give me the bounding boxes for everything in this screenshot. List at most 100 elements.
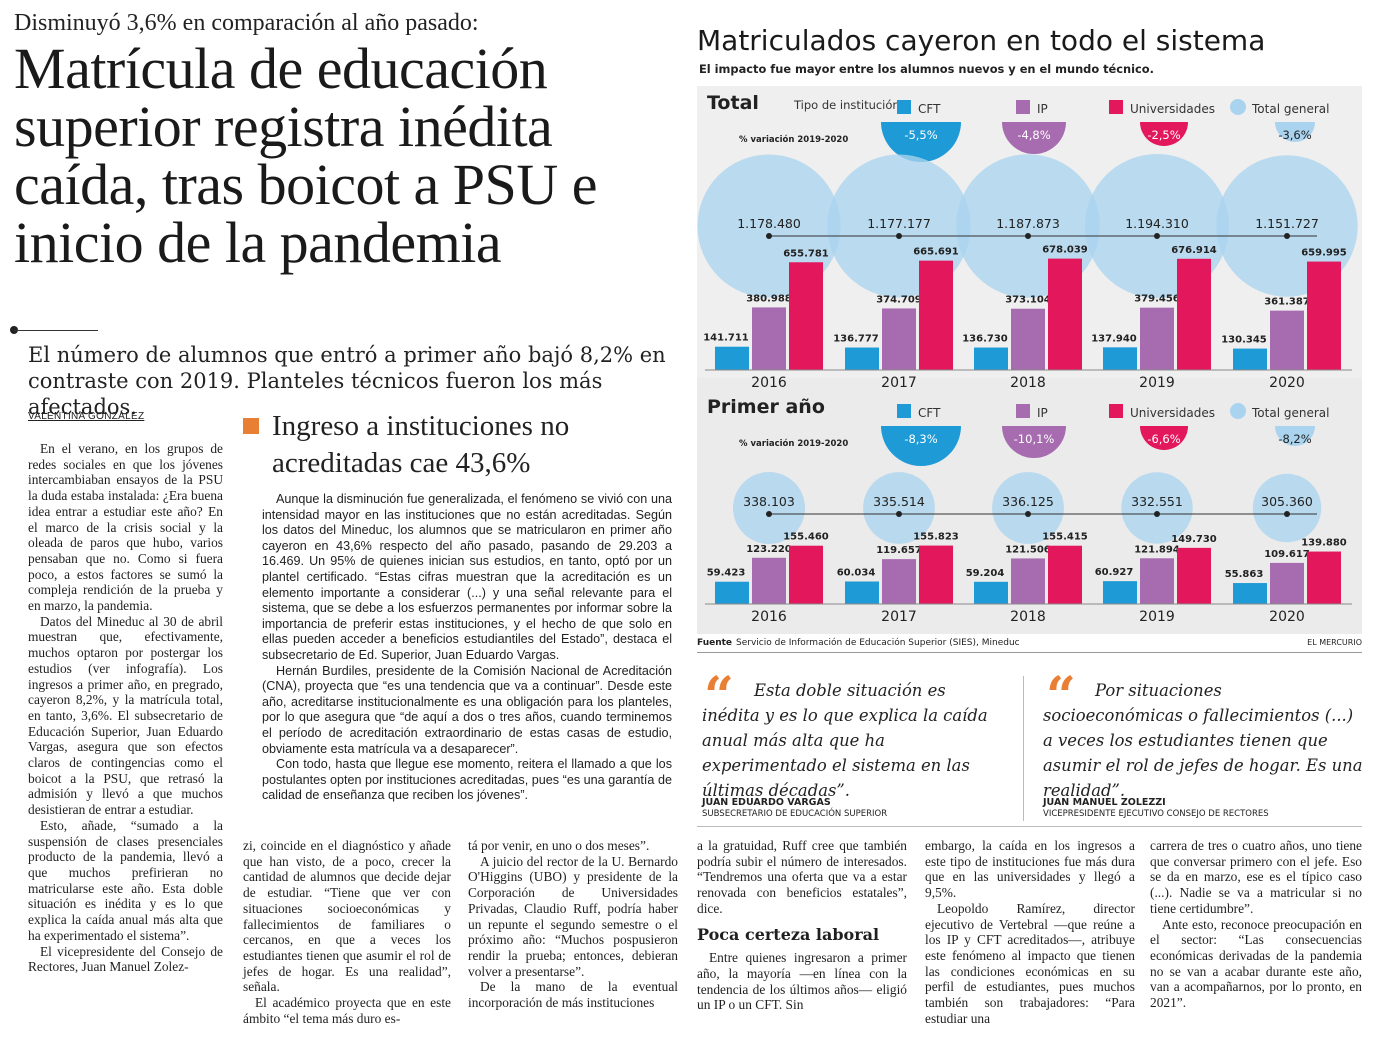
- bar-value-label: 155.823: [913, 532, 959, 543]
- bar: [1307, 551, 1341, 604]
- enrollment-chart: Total Tipo de institución CFT -5,5% IP -4,8% U…: [697, 86, 1362, 634]
- bar: [1011, 558, 1045, 604]
- bar-value-label: 155.415: [1042, 532, 1088, 543]
- bar-value-label: 60.927: [1095, 567, 1134, 578]
- total-value-label: 1.151.727: [1255, 216, 1319, 231]
- legend-swatch: [1016, 100, 1030, 114]
- bar-value-label: 139.880: [1301, 538, 1347, 549]
- paragraph: tá por venir, en uno o dos meses”.: [468, 838, 650, 853]
- bar-value-label: 676.914: [1171, 245, 1217, 256]
- bar: [1140, 558, 1174, 604]
- panel-title: Primer año: [707, 396, 825, 418]
- paragraph: El vicepresidente del Consejo de Rectore…: [28, 943, 223, 975]
- panel-title: Total: [707, 92, 759, 114]
- bar-value-label: 373.104: [1005, 295, 1051, 306]
- total-bubble: [992, 472, 1064, 544]
- bar-value-label: 155.460: [783, 532, 829, 543]
- total-value-label: 335.514: [873, 494, 925, 509]
- bar: [974, 581, 1008, 604]
- bar-value-label: 678.039: [1042, 245, 1088, 256]
- quote-text: Esta doble situación es inédita y es lo …: [702, 681, 988, 800]
- bar: [1270, 562, 1304, 604]
- total-value-label: 1.178.480: [737, 216, 801, 231]
- bar: [1048, 545, 1082, 604]
- paragraph: Aunque la disminución fue generalizada, …: [262, 492, 672, 662]
- variation-caption: % variación 2019-2020: [739, 438, 848, 449]
- bar-value-label: 109.617: [1264, 549, 1310, 560]
- bar: [1140, 307, 1174, 370]
- variation-label: -3,6%: [1278, 128, 1311, 142]
- body-column-1: En el verano, en los grupos de redes soc…: [28, 441, 223, 975]
- box-marker: [243, 418, 259, 434]
- bar-value-label: 121.894: [1134, 544, 1180, 555]
- variation-half-circle: [881, 426, 961, 466]
- legend-swatch: [1109, 100, 1123, 114]
- variation-label: -6,6%: [1147, 432, 1180, 446]
- legend-label: Universidades: [1130, 102, 1215, 116]
- total-point: [1284, 233, 1290, 239]
- paragraph: Esto, añade, “sumado a la suspensión de …: [28, 817, 223, 943]
- bar: [1048, 258, 1082, 370]
- year-label: 2020: [1269, 609, 1305, 625]
- paragraph: Hernán Burdiles, presidente de la Comisi…: [262, 663, 672, 756]
- quote-author: JUAN EDUARDO VARGAS: [702, 797, 831, 808]
- body-column-4: a la gratuidad, Ruff cree que también po…: [697, 838, 907, 1013]
- variation-half-circle: [1140, 426, 1188, 450]
- paragraph: a la gratuidad, Ruff cree que también po…: [697, 838, 907, 916]
- bar: [919, 260, 953, 370]
- legend-title: Tipo de institución: [793, 98, 900, 112]
- paragraph: Entre quienes ingresaron a primer año, l…: [697, 950, 907, 1013]
- bar: [752, 557, 786, 604]
- paragraph: embargo, la caída en los ingresos a este…: [925, 838, 1135, 901]
- legend-swatch: [897, 404, 911, 418]
- total-point: [896, 233, 902, 239]
- total-bubble: [1252, 473, 1322, 543]
- paragraph: Leopoldo Ramírez, director ejecutivo de …: [925, 900, 1135, 1026]
- bar-value-label: 374.709: [876, 294, 922, 305]
- total-bubble: [1121, 472, 1193, 544]
- variation-caption: % variación 2019-2020: [739, 134, 848, 145]
- legend-swatch: [1230, 403, 1246, 419]
- bar: [1307, 261, 1341, 370]
- total-value-label: 305.360: [1261, 494, 1313, 509]
- total-point: [1025, 233, 1031, 239]
- paragraph: En el verano, en los grupos de redes soc…: [28, 441, 223, 614]
- bar: [845, 581, 879, 604]
- bar-value-label: 59.423: [707, 568, 746, 579]
- total-value-label: 336.125: [1002, 494, 1054, 509]
- total-value-label: 1.187.873: [996, 216, 1060, 231]
- bar-value-label: 137.940: [1091, 333, 1137, 344]
- year-label: 2018: [1010, 375, 1046, 391]
- pull-quote-1: Esta doble situación es inédita y es lo …: [702, 678, 1007, 803]
- bar: [974, 347, 1008, 370]
- variation-half-circle: [1275, 426, 1315, 446]
- bar-value-label: 665.691: [913, 247, 959, 258]
- total-point: [1025, 511, 1031, 517]
- headline: Matrícula de educación superior registra…: [14, 36, 597, 275]
- bar: [1177, 258, 1211, 370]
- legend-label: Total general: [1251, 406, 1329, 420]
- year-label: 2017: [881, 609, 917, 625]
- byline: VALENTINA GONZÁLEZ: [28, 411, 145, 422]
- source-text: Servicio de Información de Educación Sup…: [736, 638, 1020, 648]
- year-label: 2019: [1139, 609, 1175, 625]
- total-point: [766, 233, 772, 239]
- total-point: [1154, 233, 1160, 239]
- year-label: 2018: [1010, 609, 1046, 625]
- bar: [845, 347, 879, 370]
- bar-value-label: 123.220: [746, 544, 792, 555]
- variation-label: -4,8%: [1017, 128, 1050, 142]
- legend-label: CFT: [918, 406, 941, 420]
- total-value-label: 1.194.310: [1125, 216, 1189, 231]
- divider: [697, 826, 1362, 827]
- legend-label: IP: [1037, 406, 1048, 420]
- divider: [697, 652, 1362, 653]
- kicker: Disminuyó 3,6% en comparación al año pas…: [14, 10, 479, 36]
- variation-half-circle: [881, 122, 961, 162]
- variation-label: -10,1%: [1014, 432, 1055, 446]
- quote-text: Por situaciones socioeconómicas o fallec…: [1043, 681, 1363, 800]
- paragraph: El académico proyecta que en este ámbito…: [243, 995, 451, 1026]
- body-column-2: zi, coincide en el diagnóstico y añade q…: [243, 838, 451, 1026]
- bar-value-label: 141.711: [703, 333, 749, 344]
- bar-value-label: 121.506: [1005, 544, 1051, 555]
